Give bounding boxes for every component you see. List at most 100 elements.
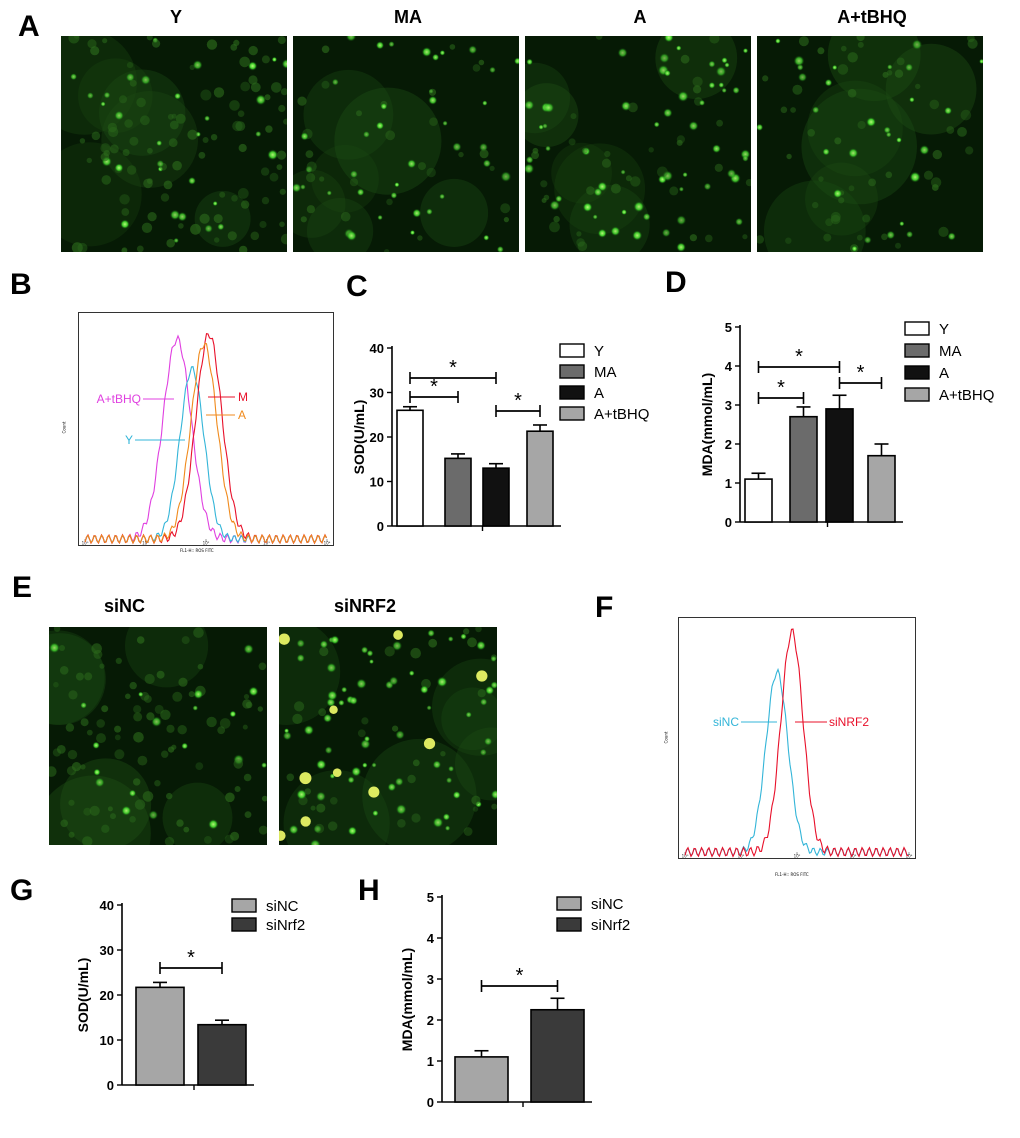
legend-swatch	[559, 364, 585, 379]
legend-label: MA	[939, 343, 962, 360]
y-axis-label: MDA(mmol/mL)	[400, 948, 415, 1051]
histogram-curve-a-tbhq	[84, 334, 327, 545]
histogram-tick-label: 10¹	[142, 541, 149, 546]
legend-swatch	[231, 898, 257, 913]
legend-label: MA	[594, 364, 617, 381]
legend-label: A+tBHQ	[594, 406, 649, 423]
legend-swatch	[559, 406, 585, 421]
micrograph-canvas	[293, 36, 519, 252]
legend-label: siNC	[266, 898, 299, 915]
flow-histogram-f: 10⁰ 10¹ 10² 10³ 10⁴ siNC siNRF2	[678, 617, 916, 859]
legend-swatch	[904, 321, 930, 336]
y-tick-label: 40	[370, 341, 384, 356]
fluorescence-image-sinrf2	[279, 627, 497, 845]
legend-label: A	[594, 385, 604, 402]
y-tick-label: 2	[725, 437, 732, 452]
histogram-legend-label: M	[238, 390, 248, 404]
image-title-ma: MA	[394, 7, 422, 27]
legend-label: Y	[594, 343, 604, 360]
bar-y	[744, 478, 773, 523]
micrograph-canvas	[757, 36, 983, 252]
legend-swatch	[559, 343, 585, 358]
significance-star: *	[516, 965, 524, 987]
legend-swatch	[904, 387, 930, 402]
y-tick-label: 3	[427, 972, 434, 987]
significance-star: *	[795, 346, 803, 368]
bar-sinc	[135, 986, 185, 1086]
y-tick-label: 5	[427, 890, 434, 905]
fluorescence-image-ma	[293, 36, 519, 252]
histogram-tick-label: 10⁰	[82, 541, 89, 546]
micrograph-canvas	[49, 627, 267, 845]
legend-label: Y	[939, 321, 949, 338]
y-axis-label: SOD(U/mL)	[351, 400, 367, 475]
y-tick-label: 5	[725, 320, 732, 335]
panel-label-e: E	[12, 571, 33, 604]
fluorescence-image-sinc	[49, 627, 267, 845]
histogram-b-xlabel: FL1-H:: ROS FITC	[180, 548, 214, 553]
bar-y	[396, 409, 424, 527]
histogram-tick-label: 10³	[263, 541, 270, 546]
legend-swatch	[556, 917, 582, 932]
significance-star: *	[514, 390, 522, 412]
legend-label: siNrf2	[266, 917, 305, 934]
panel-label-b: B	[10, 268, 32, 301]
y-tick-label: 1	[725, 476, 732, 491]
bar-a-tbhq	[526, 430, 554, 527]
fluorescence-image-a	[525, 36, 751, 252]
histogram-curve-a	[84, 342, 327, 545]
significance-star: *	[449, 357, 457, 379]
histogram-tick-label: 10⁴	[906, 854, 913, 859]
fluorescence-image-a-tbhq	[757, 36, 983, 252]
bar-chart-d: 0 1 2 3 4 5 MDA(mmol/mL) * * * Y MA A A+tBHQ	[699, 320, 994, 530]
histogram-b-ylabel: Count	[61, 421, 67, 434]
legend-label: siNrf2	[591, 917, 630, 934]
y-tick-label: 30	[370, 386, 384, 401]
histogram-legend-label: siNC	[713, 715, 739, 729]
histogram-tick-label: 10³	[850, 854, 857, 859]
histogram-curve-sinrf2	[684, 628, 909, 858]
y-tick-label: 20	[370, 430, 384, 445]
histogram-tick-label: 10²	[794, 854, 801, 859]
panel-label-d: D	[665, 266, 687, 299]
histogram-tick-label: 10⁰	[682, 854, 689, 859]
bar-sinrf2	[530, 1008, 585, 1103]
legend-label: A	[939, 365, 949, 382]
histogram-tick-label: 10²	[203, 541, 210, 546]
y-tick-label: 4	[725, 359, 733, 374]
histogram-legend-label: Y	[125, 433, 133, 447]
legend-swatch	[231, 917, 257, 932]
y-tick-label: 10	[100, 1033, 114, 1048]
bar-sinrf2	[197, 1023, 247, 1086]
histogram-legend-label: A+tBHQ	[97, 392, 141, 406]
fluorescence-image-y	[61, 36, 287, 252]
significance-star: *	[187, 947, 195, 969]
y-tick-label: 4	[427, 931, 435, 946]
y-tick-label: 10	[370, 475, 384, 490]
histogram-tick-label: 10¹	[738, 854, 745, 859]
y-tick-label: 0	[725, 515, 732, 530]
y-axis-label: MDA(mmol/mL)	[699, 373, 715, 476]
y-tick-label: 30	[100, 943, 114, 958]
image-title-y: Y	[169, 7, 182, 27]
bar-a	[482, 467, 510, 527]
image-title-sinc: siNC	[104, 596, 146, 616]
y-tick-label: 0	[427, 1095, 434, 1110]
legend-label: A+tBHQ	[939, 387, 994, 404]
y-tick-label: 40	[100, 898, 114, 913]
micrograph-canvas	[61, 36, 287, 252]
histogram-legend-label: A	[238, 408, 246, 422]
legend-label: siNC	[591, 896, 624, 913]
significance-star: *	[430, 376, 438, 398]
y-tick-label: 0	[107, 1078, 114, 1093]
legend-swatch	[904, 365, 930, 380]
image-title-a-tbhq: A+tBHQ	[837, 7, 907, 27]
bar-ma	[789, 415, 818, 523]
legend-swatch	[559, 385, 585, 400]
bar-chart-h: 0 1 2 3 4 5 MDA(mmol/mL) * siNC siNrf2	[400, 890, 630, 1110]
histogram-f-ylabel: Count	[663, 731, 669, 744]
panel-label-a: A	[18, 10, 40, 43]
image-title-sinrf2: siNRF2	[334, 596, 397, 616]
y-tick-label: 0	[377, 519, 384, 534]
histogram-plot-f: 10⁰ 10¹ 10² 10³ 10⁴ siNC siNRF2	[682, 628, 913, 859]
